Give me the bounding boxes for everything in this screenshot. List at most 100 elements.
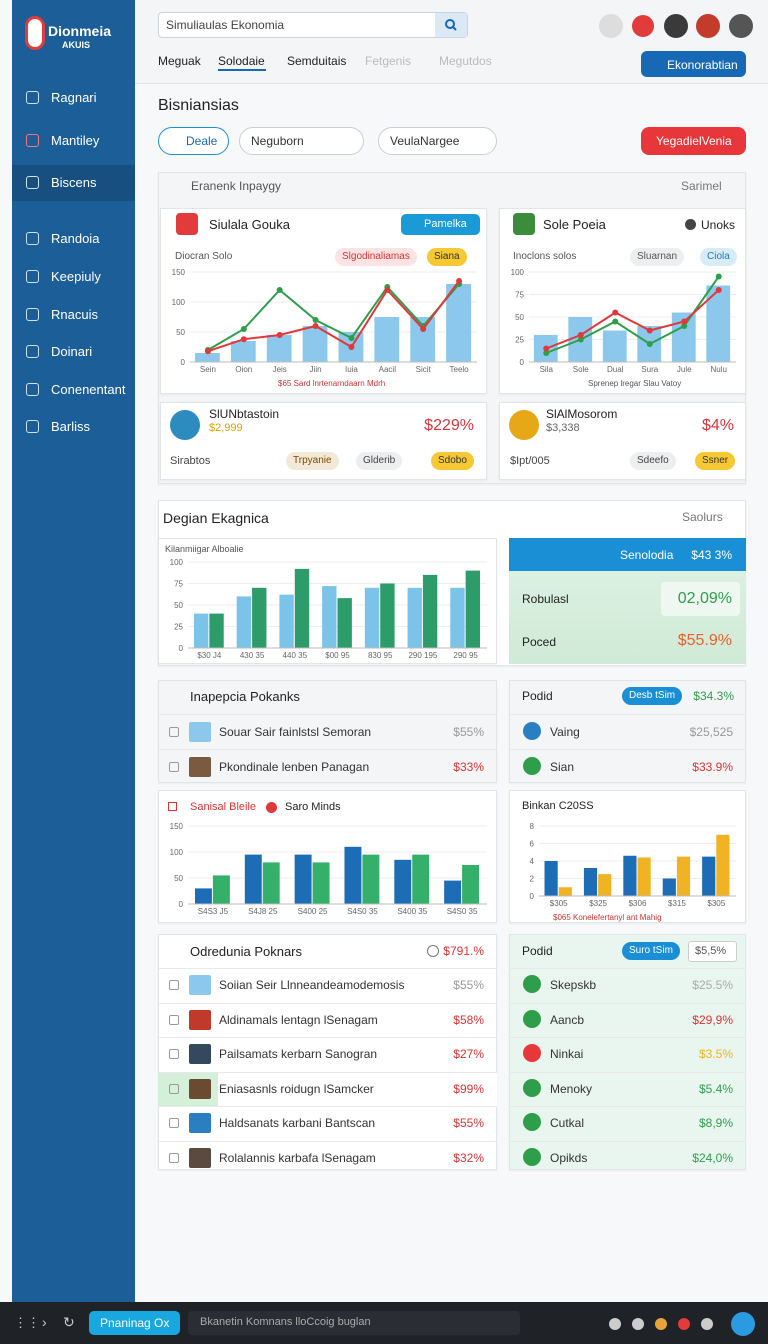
stat-title: SlAlMosorom bbox=[546, 407, 618, 421]
chip: Ssner bbox=[695, 452, 736, 470]
page-title: Bisniansias bbox=[158, 97, 239, 114]
bar bbox=[374, 317, 400, 362]
avatar bbox=[509, 410, 539, 440]
checkbox[interactable] bbox=[169, 761, 179, 772]
chip: Sdeefo bbox=[630, 452, 676, 470]
row-value: $32% bbox=[453, 1150, 484, 1165]
row-icon bbox=[523, 1147, 541, 1166]
chart: 0 50 100 150 S4S3 J5 S4J8 25 S400 25 S4S0 35 S40… bbox=[170, 822, 487, 916]
header-button[interactable] bbox=[641, 51, 746, 77]
x-tick-label: Sura bbox=[641, 365, 658, 374]
list-row[interactable] bbox=[509, 714, 746, 749]
card-icon bbox=[176, 213, 198, 235]
x-tick-label: Aacil bbox=[379, 365, 397, 374]
taskbar-field[interactable] bbox=[188, 1311, 520, 1335]
filter[interactable] bbox=[378, 127, 497, 155]
tab[interactable]: Meguak bbox=[158, 54, 201, 68]
bar bbox=[602, 330, 627, 362]
stat-sub: $2,999 bbox=[209, 422, 243, 434]
chart: 0 50 100 150 Sein Oion Jeis Jiin Iuia Aacil Sicit T… bbox=[172, 268, 477, 374]
list-row[interactable] bbox=[158, 749, 497, 784]
list-row[interactable] bbox=[158, 1037, 497, 1072]
checkbox[interactable] bbox=[169, 726, 179, 737]
search-box[interactable] bbox=[158, 12, 468, 38]
summary-header bbox=[509, 538, 746, 571]
bar bbox=[322, 586, 337, 648]
nav-item[interactable]: Rnacuis bbox=[51, 307, 98, 322]
nav-item[interactable]: Keepiuly bbox=[51, 269, 101, 284]
row-value: $8,9% bbox=[698, 1116, 733, 1131]
checkbox[interactable] bbox=[169, 1014, 179, 1025]
x-tick-label: 290 195 bbox=[408, 651, 437, 660]
chip: Sluarnan bbox=[630, 248, 685, 266]
tab[interactable]: Semduitais bbox=[287, 54, 347, 68]
bar bbox=[193, 613, 209, 648]
filter[interactable] bbox=[239, 127, 364, 155]
nav-icon bbox=[26, 383, 39, 396]
panel-link[interactable]: Sarimel bbox=[681, 179, 722, 193]
list-row[interactable] bbox=[158, 1071, 497, 1106]
card-button[interactable] bbox=[401, 214, 480, 235]
chart: 0 25 50 75 100 $30 J4 430 35 440 35 $00 95 830 95… bbox=[170, 558, 487, 660]
nav-icon[interactable]: › bbox=[42, 1314, 47, 1330]
nav-item[interactable]: Randoia bbox=[51, 231, 100, 246]
filter[interactable] bbox=[158, 127, 229, 155]
nav-item[interactable]: Mantiley bbox=[51, 133, 100, 148]
panel-title: Eranenk Inpaygy bbox=[191, 179, 282, 193]
checkbox[interactable] bbox=[169, 1152, 179, 1163]
checkbox[interactable] bbox=[169, 1118, 179, 1129]
legend-label: Sanisal Bleile bbox=[190, 801, 257, 813]
nav-item[interactable]: Barliss bbox=[51, 419, 91, 434]
checkbox[interactable] bbox=[169, 1083, 179, 1094]
tab[interactable]: Solodaie bbox=[218, 54, 265, 68]
filter-label: VeulaNargee bbox=[390, 134, 460, 148]
row-value: $55% bbox=[453, 724, 484, 739]
list-row[interactable] bbox=[509, 1106, 746, 1141]
list-row[interactable] bbox=[509, 1002, 746, 1038]
bar bbox=[544, 861, 558, 896]
reload-icon[interactable]: ↻ bbox=[63, 1314, 75, 1330]
panel-title: Odredunia Poknars bbox=[190, 944, 303, 959]
legend-icon bbox=[168, 802, 177, 811]
nav-item[interactable]: Conenentant bbox=[51, 382, 126, 397]
list-row[interactable] bbox=[158, 1002, 497, 1038]
chip: Sdobo bbox=[431, 452, 474, 470]
list-row[interactable] bbox=[509, 968, 746, 1003]
tab[interactable]: Fetgenis bbox=[365, 54, 412, 68]
line bbox=[207, 280, 460, 353]
nav-item[interactable]: Ragnari bbox=[51, 90, 97, 105]
nav-item[interactable]: Doinari bbox=[51, 344, 93, 359]
checkbox[interactable] bbox=[169, 1049, 179, 1060]
bar bbox=[244, 854, 262, 904]
list-row[interactable] bbox=[158, 1106, 497, 1141]
list-row[interactable] bbox=[158, 1140, 497, 1176]
tab[interactable]: Megutdos bbox=[439, 54, 492, 68]
panel-link[interactable]: Saolurs bbox=[682, 510, 723, 524]
list-row[interactable] bbox=[509, 1071, 746, 1107]
list-row[interactable] bbox=[509, 1037, 746, 1072]
row-label: Haldsanats karbani Bantscan bbox=[219, 1116, 376, 1131]
list-row[interactable] bbox=[158, 968, 497, 1003]
apps-icon[interactable]: ⋮⋮ bbox=[14, 1315, 40, 1330]
y-tick-label: 75 bbox=[174, 580, 183, 589]
taskbar-button[interactable] bbox=[89, 1311, 180, 1335]
search-button[interactable] bbox=[435, 13, 467, 37]
x-tick-label: Iuia bbox=[345, 365, 358, 374]
status-dot bbox=[427, 945, 439, 957]
nav-item[interactable]: Biscens bbox=[51, 175, 97, 190]
bar bbox=[294, 854, 312, 904]
checkbox[interactable] bbox=[169, 980, 179, 991]
list-row[interactable] bbox=[509, 1140, 746, 1176]
row-icon bbox=[189, 1078, 211, 1099]
list-row[interactable] bbox=[158, 714, 497, 749]
list-row[interactable] bbox=[509, 749, 746, 784]
row-label: Pkondinale lenben Panagan bbox=[219, 759, 370, 774]
x-tick-label: S4S0 35 bbox=[447, 907, 478, 916]
nav-active[interactable] bbox=[12, 165, 135, 201]
chart-subtitle: Inoclons solos bbox=[513, 251, 577, 262]
side-value: $5,5% bbox=[695, 945, 727, 957]
badge-dot bbox=[685, 219, 696, 230]
bar bbox=[209, 613, 224, 648]
nav-icon bbox=[26, 270, 39, 283]
filter-button[interactable] bbox=[641, 127, 746, 155]
